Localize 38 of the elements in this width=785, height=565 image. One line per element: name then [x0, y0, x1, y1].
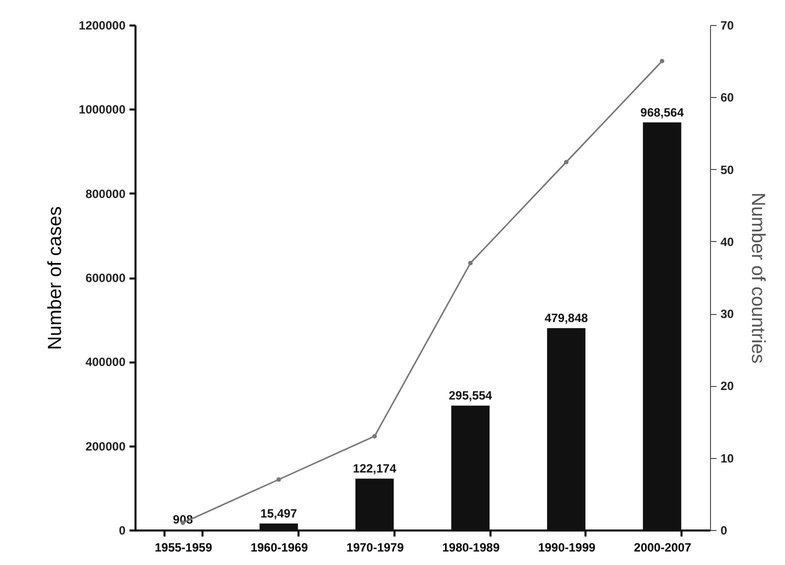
y-tick-label: 0: [118, 524, 126, 538]
y2-tick-label: 50: [720, 162, 734, 177]
x-tick-label: 2000-2007: [634, 540, 692, 554]
y2-tick-label: 0: [720, 524, 728, 538]
y-tick-label: 1000000: [78, 102, 126, 117]
y2-tick-label: 20: [720, 379, 734, 394]
x-tick-label: 1960-1969: [250, 540, 308, 554]
y2-tick-label: 10: [720, 451, 734, 466]
y-axis-title: Number of cases: [44, 206, 66, 350]
y2-axis-title: Number of countries: [746, 192, 768, 364]
y-tick-label: 1200000: [78, 18, 126, 32]
bar: [547, 328, 586, 530]
data-label: 295,554: [448, 388, 492, 403]
point: [660, 58, 664, 64]
y2-tick-label: 30: [720, 307, 734, 322]
data-label: 15,497: [260, 506, 298, 520]
y2-tick-label: 70: [720, 18, 734, 32]
bar: [642, 122, 682, 530]
y2-tick-label: 40: [720, 234, 734, 249]
data-label: 122,174: [352, 462, 397, 476]
bar: [355, 478, 394, 530]
x-tick-label: 1955-1959: [154, 540, 212, 554]
x-tick-label: 1980-1989: [442, 540, 500, 554]
y-tick-label: 800000: [85, 186, 126, 201]
x-tick-label: 1990-1999: [538, 540, 596, 554]
bar: [451, 406, 490, 530]
y-tick-label: 200000: [85, 439, 126, 454]
point: [276, 477, 281, 482]
data-label: 968,564: [640, 105, 684, 120]
data-label: 479,848: [544, 311, 588, 326]
y-tick-label: 400000: [85, 355, 126, 370]
bar: [260, 523, 298, 530]
point: [468, 260, 473, 266]
point: [372, 434, 377, 438]
point: [564, 160, 568, 164]
x-tick-label: 1970-1979: [346, 540, 404, 554]
y2-tick-label: 60: [720, 90, 734, 105]
y-tick-label: 600000: [85, 271, 126, 285]
